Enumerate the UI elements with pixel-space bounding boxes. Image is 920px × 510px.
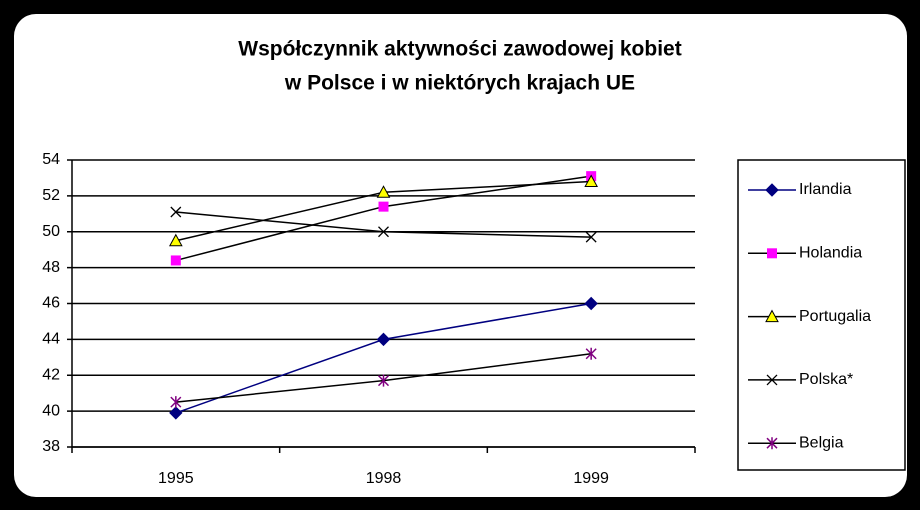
legend-marker: [766, 437, 778, 450]
legend-label: Polska*: [799, 371, 853, 388]
point: [168, 233, 183, 247]
x-tick-label: 1995: [158, 470, 194, 487]
y-tick-label: 38: [42, 438, 60, 455]
diamond: [765, 183, 779, 197]
y-tick-label: 44: [42, 331, 60, 348]
chart-title: Współczynnik aktywności zawodowej kobiet: [238, 38, 681, 61]
point: [584, 174, 599, 188]
square: [170, 255, 181, 266]
point: [378, 226, 389, 238]
diamond: [584, 296, 598, 311]
legend-marker: [767, 248, 777, 259]
triangle: [168, 233, 183, 247]
point: [378, 201, 389, 212]
x-tick-label: 1999: [573, 470, 609, 487]
legend-marker: [765, 183, 779, 197]
y-tick-label: 40: [42, 402, 60, 419]
y-tick-label: 54: [42, 151, 60, 168]
point: [377, 374, 390, 387]
asterisk: [170, 396, 182, 409]
cross: [170, 206, 182, 218]
point: [585, 347, 597, 360]
diamond: [169, 406, 183, 420]
legend: [737, 159, 906, 471]
square: [767, 248, 777, 259]
triangle: [376, 185, 391, 198]
point: [170, 255, 181, 266]
point: [584, 296, 598, 311]
triangle: [765, 309, 779, 323]
legend-label: Portugalia: [799, 308, 871, 325]
point: [170, 206, 182, 218]
y-tick-label: 46: [42, 295, 60, 312]
legend-label: Irlandia: [799, 181, 852, 198]
y-tick-label: 48: [42, 259, 60, 276]
square: [378, 201, 389, 212]
legend-label: Belgia: [799, 434, 844, 451]
point: [585, 231, 597, 243]
y-tick-label: 52: [42, 187, 60, 204]
triangle: [584, 174, 599, 188]
cross: [766, 374, 778, 386]
point: [169, 406, 183, 420]
point: [170, 396, 182, 409]
chart-title: w Polsce i w niektórych krajach UE: [284, 72, 635, 95]
legend-label: Holandia: [799, 245, 862, 262]
y-tick-label: 50: [42, 223, 60, 240]
y-tick-label: 42: [42, 366, 60, 383]
asterisk: [766, 437, 778, 450]
diamond: [376, 332, 391, 347]
x-tick-label: 1998: [366, 470, 402, 487]
cross: [585, 231, 597, 243]
legend-marker: [766, 374, 778, 386]
asterisk: [585, 347, 597, 360]
point: [376, 332, 391, 347]
cross: [378, 226, 389, 238]
chart-area: [14, 14, 907, 497]
legend-marker: [765, 309, 779, 323]
point: [376, 185, 391, 198]
asterisk: [377, 374, 390, 387]
